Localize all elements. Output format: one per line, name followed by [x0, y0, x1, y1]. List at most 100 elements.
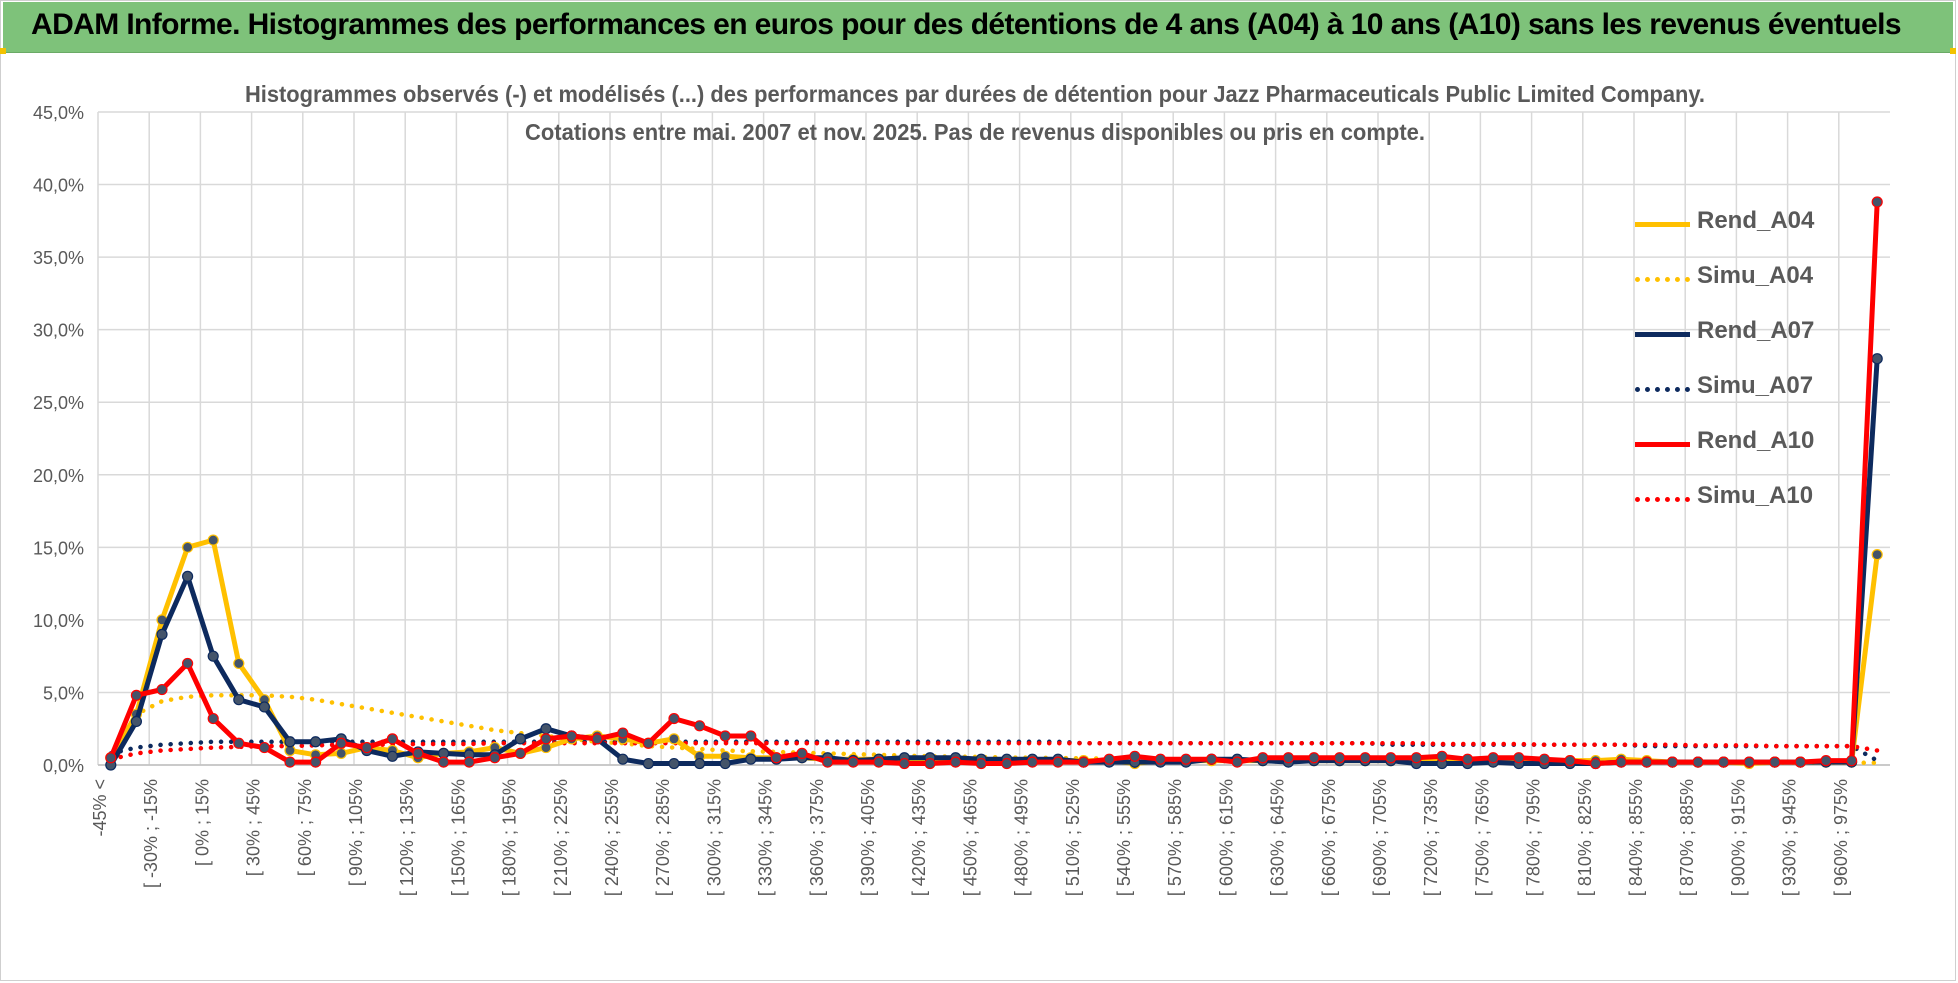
x-tick-label: [ 810% ; 825% — [1575, 779, 1595, 896]
rend-a10-point — [1333, 752, 1346, 764]
rend-a10-point — [1077, 756, 1090, 768]
rend-a10-point — [1052, 756, 1064, 768]
legend-item-rend-a04: Rend_A04 — [1635, 203, 1935, 243]
rend-a07-point — [1871, 353, 1883, 365]
rend-a10-point — [207, 712, 219, 725]
rend-a10-point — [796, 747, 808, 759]
simu-a10-line — [108, 740, 1880, 762]
x-tick-label: [ 570% ; 585% — [1165, 779, 1185, 896]
rend-a10-point — [1820, 755, 1832, 767]
y-tick-label: 30,0% — [33, 321, 84, 341]
rend-a10-point — [1180, 753, 1192, 765]
rend-a10-point — [847, 756, 859, 768]
corner-marker-left — [0, 48, 6, 54]
x-tick-label: [ 300% ; 315% — [704, 779, 724, 896]
x-tick-label: [ 450% ; 465% — [960, 779, 980, 896]
rend-a04-point — [335, 747, 347, 759]
rend-a10-point — [565, 730, 578, 742]
rend-a10-point — [514, 747, 527, 759]
rend-a04-point — [233, 657, 245, 670]
rend-a10-point — [642, 737, 655, 749]
rend-a07-point — [156, 628, 168, 641]
rend-a10-point — [438, 756, 450, 768]
rend-a10-point — [949, 756, 962, 768]
x-tick-label: [ 870% ; 885% — [1677, 779, 1697, 896]
y-tick-label: 15,0% — [33, 538, 84, 558]
rend-a10-point — [1026, 756, 1039, 768]
y-tick-label: 10,0% — [33, 611, 84, 631]
x-tick-label: [ 960% ; 975% — [1831, 779, 1851, 896]
legend-item-simu-a07: Simu_A07 — [1635, 368, 1935, 408]
x-tick-label: [ 30% ; 45% — [244, 779, 264, 876]
rend-a10-point — [1513, 752, 1525, 764]
legend-swatch — [1635, 387, 1690, 392]
rend-a10-point — [130, 689, 142, 701]
rend-a10-point — [1410, 752, 1423, 764]
y-tick-label: 45,0% — [33, 103, 84, 123]
y-tick-label: 25,0% — [33, 393, 84, 413]
x-tick-label: [ -30% ; -15% — [141, 779, 161, 888]
rend-a10-point — [1615, 756, 1627, 768]
x-tick-label: [ 930% ; 945% — [1780, 779, 1800, 896]
legend-item-simu-a04: Simu_A04 — [1635, 258, 1935, 298]
x-tick-label: [ 660% ; 675% — [1319, 779, 1339, 896]
rend-a10-point — [335, 737, 347, 749]
rend-a07-point — [284, 736, 296, 748]
report-title: ADAM Informe. Histogrammes des performan… — [31, 8, 1902, 41]
x-tick-label: [ 720% ; 735% — [1421, 779, 1441, 896]
x-tick-label: [ 420% ; 435% — [909, 779, 929, 896]
x-tick-label: [ 90% ; 105% — [346, 779, 366, 886]
rend-a10-point — [1641, 756, 1653, 768]
rend-a07-point — [258, 701, 270, 713]
x-tick-label: [ 390% ; 405% — [858, 779, 878, 896]
rend-a10-point — [1871, 196, 1883, 208]
rend-a10-point — [1257, 752, 1269, 764]
rend-a10-point — [412, 747, 424, 759]
rend-a07-point — [233, 694, 245, 706]
y-tick-label: 0,0% — [43, 756, 84, 776]
rend-a10-point — [1385, 752, 1397, 764]
rend-a10-point — [463, 756, 475, 768]
x-tick-label: [ 150% ; 165% — [448, 779, 468, 896]
rend-a10-point — [693, 720, 706, 732]
x-tick-label: [ 630% ; 645% — [1268, 779, 1288, 896]
x-tick-label: [ 270% ; 285% — [653, 779, 673, 896]
x-tick-label: [ 360% ; 375% — [807, 779, 827, 896]
rend-a07-point — [130, 715, 142, 728]
legend-swatch — [1635, 332, 1690, 337]
legend-swatch — [1635, 277, 1690, 282]
rend-a10-point — [1359, 752, 1371, 764]
rend-a10-point — [591, 733, 603, 745]
rend-a10-point — [745, 730, 757, 742]
rend-a07-line — [108, 358, 1880, 767]
legend-swatch — [1635, 222, 1690, 227]
rend-a10-point — [975, 757, 987, 770]
rend-a10-point — [1564, 755, 1576, 767]
rend-a10-point — [1538, 753, 1551, 765]
legend-label: Rend_A04 — [1697, 207, 1815, 234]
rend-a10-point — [1103, 753, 1115, 765]
x-tick-label: [ 690% ; 705% — [1370, 779, 1390, 896]
rend-a10-point — [1794, 756, 1807, 768]
rend-a10-point — [898, 757, 911, 770]
rend-a10-point — [258, 741, 270, 754]
x-tick-label: [ 120% ; 135% — [397, 779, 417, 896]
x-tick-label: [ 60% ; 75% — [295, 779, 315, 876]
rend-a10-point — [233, 737, 245, 749]
rend-a10-point — [156, 683, 168, 696]
rend-a10-point — [821, 756, 834, 768]
rend-a10-point — [1282, 752, 1295, 764]
legend-label: Simu_A07 — [1697, 372, 1814, 399]
legend-swatch — [1635, 442, 1690, 447]
rend-a10-point — [1205, 753, 1218, 765]
rend-a10-point — [105, 752, 117, 764]
rend-a10-point — [1154, 753, 1167, 765]
rend-a10-point — [719, 730, 731, 742]
rend-a10-point — [489, 752, 501, 764]
rend-a10-point — [1769, 756, 1781, 768]
rend-a10-point — [386, 733, 398, 745]
legend-item-rend-a10: Rend_A10 — [1635, 423, 1935, 463]
legend-label: Rend_A07 — [1697, 317, 1815, 344]
rend-a10-point — [1461, 753, 1474, 765]
